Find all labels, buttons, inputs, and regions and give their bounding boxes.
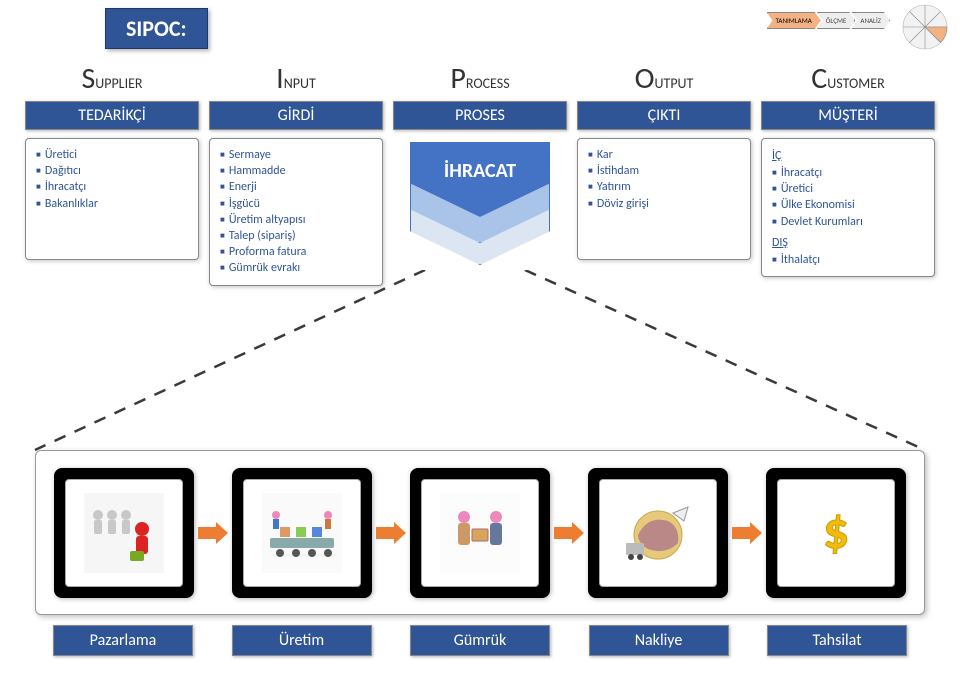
sipoc-sublabel: MÜŞTERİ xyxy=(761,101,935,130)
stage-card xyxy=(54,468,194,598)
stage-label: Nakliye xyxy=(589,625,729,656)
arrow-right-icon xyxy=(732,522,762,544)
stage-card xyxy=(588,468,728,598)
sipoc-row: S UPPLIER TEDARİKÇİ ■Üretici ■Dağıtıcı ■… xyxy=(25,60,935,286)
sipoc-sublabel: GİRDİ xyxy=(209,101,383,130)
customs-icon xyxy=(440,493,520,573)
sipoc-content: ■Sermaye ■Hammadde ■Enerji ■İşgücü ■Üret… xyxy=(209,138,383,286)
stage-card xyxy=(232,468,372,598)
svg-text:$: $ xyxy=(823,498,849,562)
stage-label: Gümrük xyxy=(410,625,550,656)
sipoc-column-customer: C USTOMER MÜŞTERİ İÇ ■İhracatçı ■Üretici… xyxy=(761,60,935,286)
sipoc-content: ■Üretici ■Dağıtıcı ■İhracatçı ■Bakanlıkl… xyxy=(25,138,199,260)
stage-card xyxy=(410,468,550,598)
sipoc-sublabel: TEDARİKÇİ xyxy=(25,101,199,130)
sipoc-header: S UPPLIER xyxy=(81,60,142,97)
sipoc-content: İÇ ■İhracatçı ■Üretici ■Ülke Ekonomisi ■… xyxy=(761,138,935,277)
stage-card: $ xyxy=(766,468,906,598)
shipping-icon xyxy=(618,493,698,573)
stage-label: Üretim xyxy=(232,625,372,656)
stage-label: Pazarlama xyxy=(53,625,193,656)
phase-item: ANALİZ xyxy=(851,12,890,29)
production-icon xyxy=(262,493,342,573)
dmaic-wheel-icon xyxy=(900,2,950,52)
process-stages-panel: $ xyxy=(35,450,925,615)
sipoc-column-process: P ROCESS PROSES İHRACAT xyxy=(393,60,567,286)
sipoc-header: I NPUT xyxy=(276,60,316,97)
arrow-right-icon xyxy=(198,522,228,544)
phase-item: TANIMLAMA xyxy=(767,12,821,29)
stage-label: Tahsilat xyxy=(767,625,907,656)
phase-strip: TANIMLAMA ÖLÇME ANALİZ xyxy=(771,12,890,29)
sipoc-column-supplier: S UPPLIER TEDARİKÇİ ■Üretici ■Dağıtıcı ■… xyxy=(25,60,199,286)
collection-icon: $ xyxy=(796,493,876,573)
page-title: SIPOC: xyxy=(105,8,208,49)
sipoc-process-content: İHRACAT xyxy=(393,138,567,260)
sipoc-column-output: O UTPUT ÇIKTI ■Kar ■İstihdam ■Yatırım ■D… xyxy=(577,60,751,286)
sipoc-header: C USTOMER xyxy=(811,60,884,97)
sipoc-sublabel: PROSES xyxy=(393,101,567,130)
sipoc-sublabel: ÇIKTI xyxy=(577,101,751,130)
zoom-dashes xyxy=(30,270,930,460)
sipoc-header: O UTPUT xyxy=(635,60,694,97)
marketing-icon xyxy=(84,493,164,573)
sipoc-column-input: I NPUT GİRDİ ■Sermaye ■Hammadde ■Enerji … xyxy=(209,60,383,286)
arrow-right-icon xyxy=(376,522,406,544)
phase-item: ÖLÇME xyxy=(817,12,856,29)
sipoc-header: P ROCESS xyxy=(450,60,509,97)
stage-labels: Pazarlama Üretim Gümrük Nakliye Tahsilat xyxy=(35,625,925,656)
arrow-right-icon xyxy=(554,522,584,544)
sipoc-content: ■Kar ■İstihdam ■Yatırım ■Döviz girişi xyxy=(577,138,751,260)
